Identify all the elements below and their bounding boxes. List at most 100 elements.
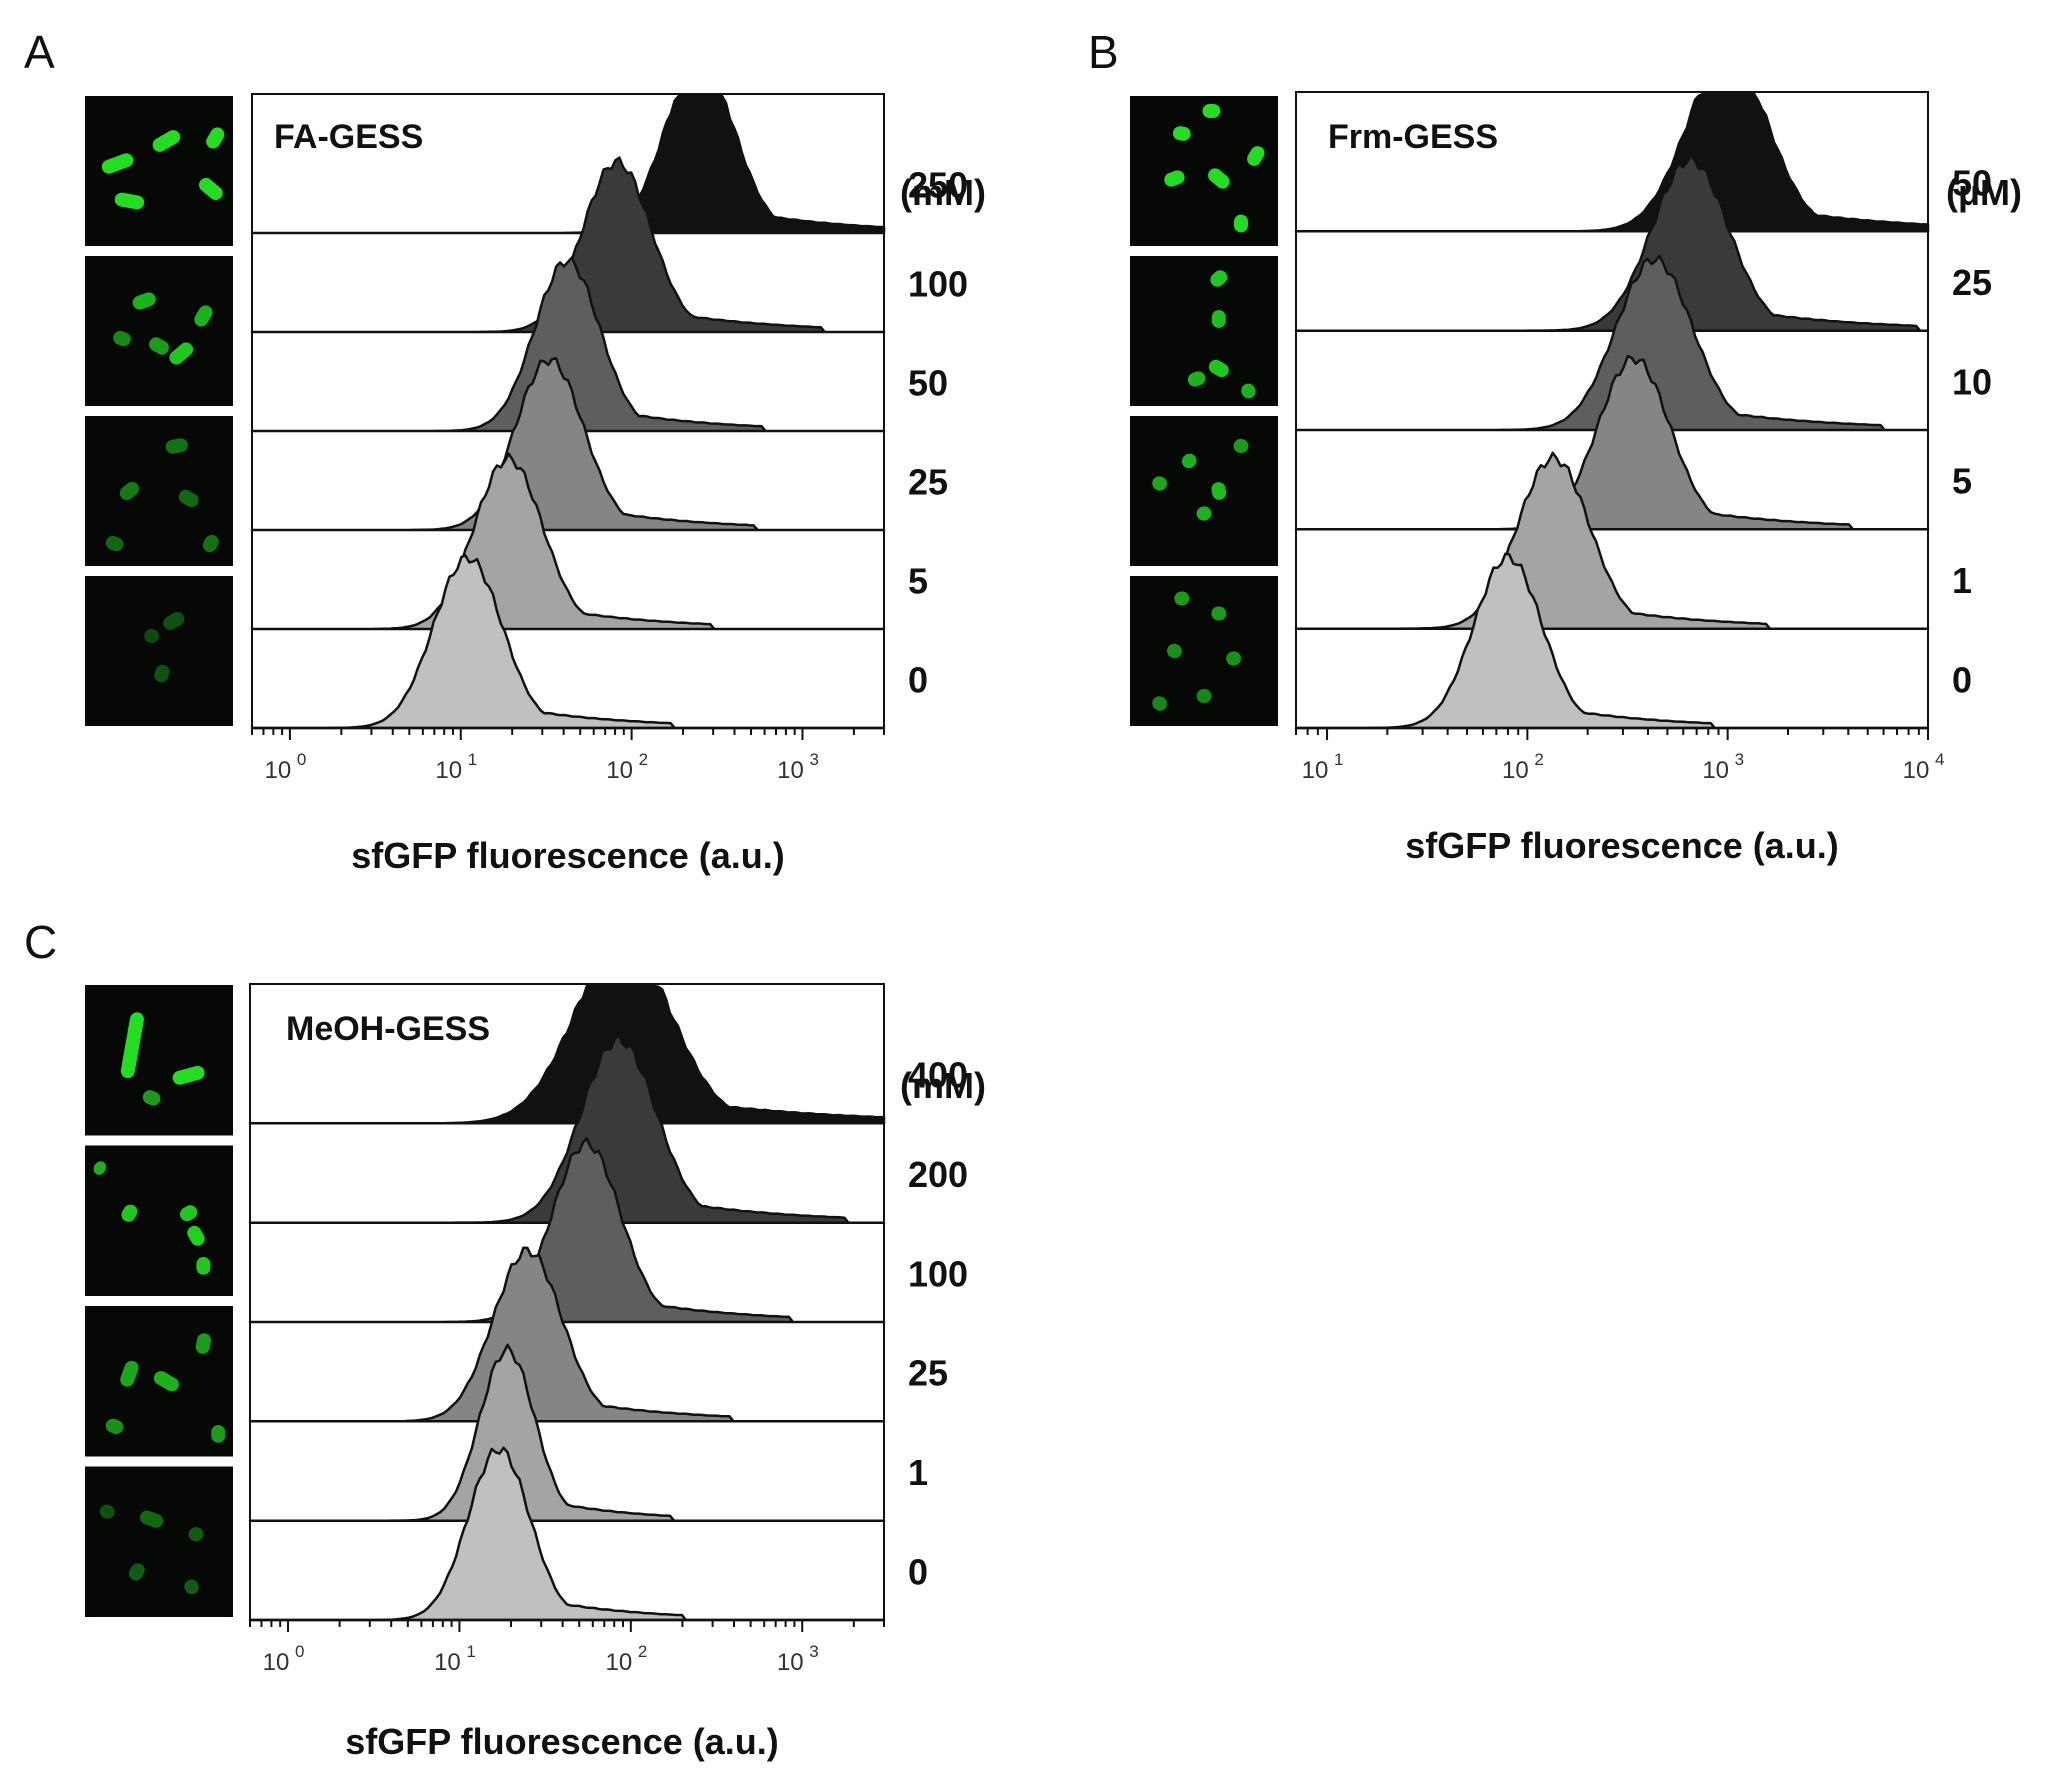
concentration-label-5: 5 [1952,461,1972,502]
x-tick-exponent: 3 [809,1642,818,1661]
x-tick-label: 10 [435,757,462,784]
bacterial-cell [188,1527,204,1542]
micrograph-tile [85,416,233,566]
bacterial-cell [1210,270,1228,287]
micrograph-background [85,1466,233,1617]
bacterial-cell [1247,146,1265,166]
concentration-label-1: 1 [908,1452,928,1493]
micrograph-tile [1130,256,1278,406]
bacterial-cell [140,1510,164,1528]
x-tick-label: 10 [777,757,804,784]
micrograph-tile [85,576,233,726]
concentration-label-50: 50 [908,363,948,404]
micrograph-tile [85,1145,233,1296]
x-tick-label: 10 [1702,757,1729,784]
concentration-label-100: 100 [908,1253,968,1294]
x-tick-exponent: 4 [1935,750,1944,769]
bacterial-cell [1208,359,1229,378]
bacterial-cell [1174,591,1190,606]
bacterial-cell [198,177,223,201]
bacterial-cell [1211,606,1227,621]
concentration-label-400: 400 [908,1055,968,1096]
bacterial-cell [1167,643,1182,659]
microscopy-column-b [1130,96,1278,726]
bacterial-cell [101,153,134,174]
x-tick-label: 10 [434,1649,461,1676]
histogram-a: FA-GESS (mM) 10 0 10 1 10 2 10 3 sfGFP fluoresc… [250,93,986,876]
x-tick-exponent: 1 [466,1642,475,1661]
bacterial-cell [105,1418,124,1435]
bacterial-cell [206,127,225,149]
micrograph-tile [1130,416,1278,566]
x-tick-exponent: 0 [295,1642,304,1661]
x-tick-exponent: 0 [297,750,306,769]
bacterial-cell [154,664,170,683]
x-tick-exponent: 1 [1334,750,1343,769]
panel-letter-a: A [24,26,55,78]
x-tick-label: 10 [606,757,633,784]
bacterial-cell [211,1425,226,1443]
bacterial-cell [187,1225,205,1246]
x-tick-label: 10 [265,757,292,784]
bacterial-cell [179,1205,198,1222]
concentration-label-200: 200 [908,1154,968,1195]
concentration-label-25: 25 [1952,262,1992,303]
panel-b: B Frm-GESS (μM) 10 1 10 2 10 3 10 4 sfGFP fluor… [1088,26,2022,866]
bacterial-cell [120,1012,144,1079]
bacterial-cell [172,1065,205,1085]
micrograph-background [85,576,233,726]
x-tick-exponent: 3 [1735,750,1744,769]
microscopy-column-a [85,96,233,726]
histogram-b: Frm-GESS (μM) 10 1 10 2 10 3 10 4 sfGFP fluores… [1294,91,2022,866]
chart-title-b: Frm-GESS [1328,118,1498,156]
x-tick-label: 10 [1502,757,1529,784]
histogram-series-400 [248,984,886,1125]
bacterial-cell [184,1579,199,1595]
panel-letter-b: B [1088,26,1119,78]
bacterial-cell [120,1360,139,1387]
histogram-series-0 [248,1446,886,1622]
x-tick-exponent: 3 [809,750,818,769]
chart-title-c: MeOH-GESS [286,1010,490,1048]
bacterial-cell [1241,383,1256,399]
x-tick-exponent: 2 [1534,750,1543,769]
panel-a: A FA-GESS (mM) 10 0 10 1 10 2 10 3 sfGFP fluore… [24,26,986,876]
x-tick-label: 10 [263,1649,290,1676]
bacterial-cell [202,534,219,553]
bacterial-cell [1187,371,1206,387]
bacterial-cell [196,1257,211,1275]
unit-label-a: (mM) [900,172,986,213]
bacterial-cell [1211,482,1227,500]
concentration-label-5: 5 [908,561,928,602]
bacterial-cell [1164,170,1185,187]
concentration-label-0: 0 [1952,659,1972,700]
histogram-series-0 [250,554,886,730]
bacterial-cell [1226,651,1241,666]
bacterial-cell [142,1090,161,1106]
bacterial-cell [128,1563,145,1581]
bacterial-cell [1234,214,1248,233]
unit-label-c: (mM) [900,1065,986,1106]
bacterial-cell [1196,689,1212,703]
concentration-label-0: 0 [908,660,928,701]
micrograph-tile [1130,576,1278,726]
panel-letter-c: C [24,916,57,968]
unit-label-b: (μM) [1946,172,2022,213]
micrograph-tile [85,256,233,406]
x-tick-exponent: 2 [638,1642,647,1661]
bacterial-cell [163,611,185,631]
histogram-series-5 [1294,354,1930,531]
bacterial-cell [105,535,124,552]
micrograph-background [1130,256,1278,406]
concentration-label-0: 0 [908,1551,928,1592]
micrograph-background [85,985,233,1136]
x-tick-label: 10 [605,1649,632,1676]
micrograph-tile [85,1466,233,1617]
micrograph-background [1130,576,1278,726]
bacterial-cell [114,192,145,210]
panel-c: C MeOH-GESS (mM) 10 0 10 1 10 2 10 3 sfGFP fluo… [24,916,986,1762]
concentration-label-1: 1 [1952,560,1972,601]
bacterial-cell [1172,126,1191,141]
histogram-series-25 [250,357,886,532]
